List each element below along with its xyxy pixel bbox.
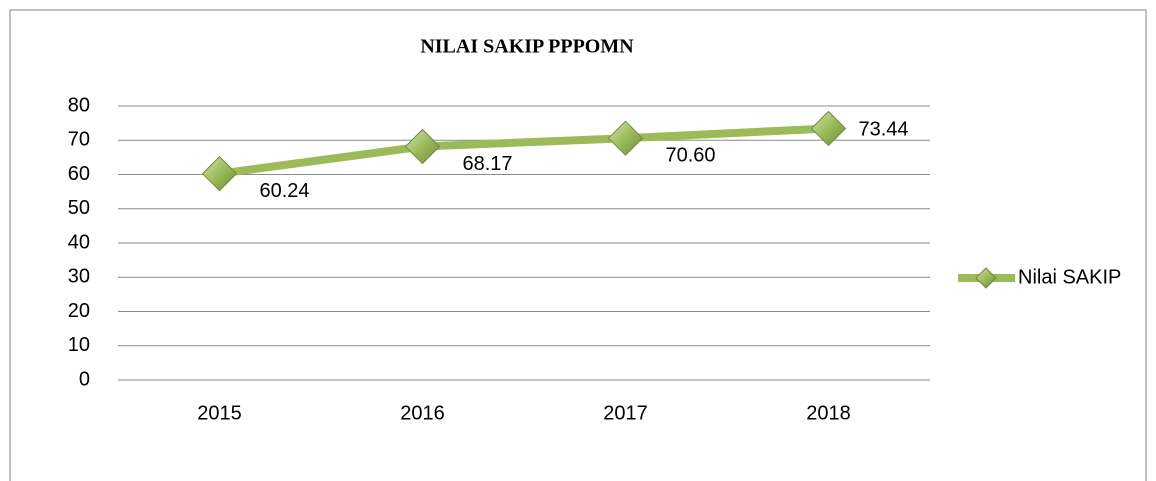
chart-border [9, 9, 1147, 481]
point [404, 128, 441, 165]
data-label: 68.17 [463, 153, 513, 175]
data-label: 73.44 [859, 119, 909, 141]
data-label: 60.24 [260, 180, 310, 202]
y-tick-label: 80 [68, 94, 90, 116]
y-tick-label: 60 [68, 163, 90, 185]
x-tick-label: 2015 [197, 402, 242, 424]
y-tick-label: 10 [68, 334, 90, 356]
legend-label: Nilai SAKIP [1018, 266, 1121, 288]
legend-marker [975, 267, 997, 289]
x-tick-label: 2018 [806, 402, 851, 424]
y-tick-label: 0 [79, 368, 90, 390]
y-tick-label: 20 [68, 300, 90, 322]
x-tick-label: 2017 [603, 402, 648, 424]
y-tick-label: 30 [68, 266, 90, 288]
data-label: 70.60 [666, 144, 716, 166]
point [810, 110, 847, 147]
y-tick-label: 70 [68, 129, 90, 151]
y-tick-label: 50 [68, 197, 90, 219]
point [607, 120, 644, 156]
x-tick-label: 2016 [400, 402, 445, 424]
point [201, 155, 238, 192]
y-tick-label: 40 [68, 231, 90, 253]
line [218, 124, 829, 178]
chart-title: NILAI SAKIP PPPOMN [420, 36, 634, 58]
